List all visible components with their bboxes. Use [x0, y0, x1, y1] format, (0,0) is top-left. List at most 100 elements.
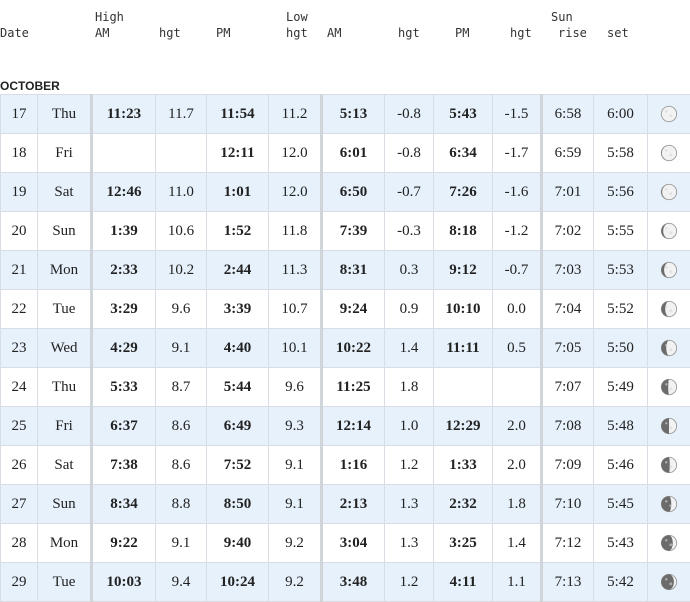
- high-pm-height-cell: 10.7: [269, 290, 322, 329]
- high-am-height-cell: 8.7: [156, 368, 207, 407]
- high-pm-height-cell: 9.2: [269, 524, 322, 563]
- low-am-height-cell: 1.3: [385, 524, 434, 563]
- high-am-time-cell: 12:46: [92, 173, 156, 212]
- low-pm-height-cell: 0.5: [493, 329, 542, 368]
- high-pm-time-cell: 9:40: [207, 524, 269, 563]
- high-pm-time-cell: 11:54: [207, 95, 269, 134]
- high-am-time-cell: 8:34: [92, 485, 156, 524]
- high-am-time-cell: 4:29: [92, 329, 156, 368]
- moon-phase-icon: [660, 222, 678, 240]
- moon-phase-icon: [660, 417, 678, 435]
- high-am-time-cell: 10:03: [92, 563, 156, 602]
- moon-cell: [648, 368, 690, 407]
- weekday-cell: Mon: [38, 524, 92, 563]
- low-pm-height-cell: -1.5: [493, 95, 542, 134]
- sunrise-cell: 7:10: [542, 485, 594, 524]
- header-low-pm-hgt: hgt: [510, 26, 532, 40]
- sunrise-cell: 7:07: [542, 368, 594, 407]
- low-am-time-cell: 8:31: [322, 251, 385, 290]
- high-pm-time-cell: 2:44: [207, 251, 269, 290]
- low-pm-height-cell: -1.6: [493, 173, 542, 212]
- low-pm-time-cell: 8:18: [434, 212, 493, 251]
- day-cell: 24: [1, 368, 38, 407]
- high-am-time-cell: 6:37: [92, 407, 156, 446]
- low-pm-time-cell: 3:25: [434, 524, 493, 563]
- day-cell: 22: [1, 290, 38, 329]
- sunrise-cell: 7:03: [542, 251, 594, 290]
- high-pm-time-cell: 5:44: [207, 368, 269, 407]
- moon-cell: [648, 485, 690, 524]
- moon-cell: [648, 173, 690, 212]
- day-cell: 17: [1, 95, 38, 134]
- low-pm-time-cell: 6:34: [434, 134, 493, 173]
- sunset-cell: 5:56: [594, 173, 648, 212]
- high-am-time-cell: 7:38: [92, 446, 156, 485]
- low-pm-height-cell: 2.0: [493, 446, 542, 485]
- sunset-cell: 5:46: [594, 446, 648, 485]
- low-am-height-cell: 1.3: [385, 485, 434, 524]
- low-pm-time-cell: [434, 368, 493, 407]
- sunset-cell: 5:53: [594, 251, 648, 290]
- low-am-height-cell: 0.9: [385, 290, 434, 329]
- high-am-time-cell: 1:39: [92, 212, 156, 251]
- high-pm-height-cell: 11.2: [269, 95, 322, 134]
- sunset-cell: 5:50: [594, 329, 648, 368]
- sunset-cell: 5:43: [594, 524, 648, 563]
- month-label: OCTOBER: [0, 79, 60, 93]
- high-pm-height-cell: 9.1: [269, 446, 322, 485]
- low-am-time-cell: 3:48: [322, 563, 385, 602]
- low-am-height-cell: 1.8: [385, 368, 434, 407]
- low-am-height-cell: -0.8: [385, 95, 434, 134]
- day-cell: 26: [1, 446, 38, 485]
- day-cell: 21: [1, 251, 38, 290]
- low-pm-height-cell: 2.0: [493, 407, 542, 446]
- sunset-cell: 5:49: [594, 368, 648, 407]
- high-pm-height-cell: 9.3: [269, 407, 322, 446]
- high-am-height-cell: 10.6: [156, 212, 207, 251]
- sunset-cell: 5:48: [594, 407, 648, 446]
- moon-phase-icon: [660, 456, 678, 474]
- low-pm-height-cell: 1.8: [493, 485, 542, 524]
- sunset-cell: 5:42: [594, 563, 648, 602]
- high-pm-time-cell: 6:49: [207, 407, 269, 446]
- weekday-cell: Sun: [38, 212, 92, 251]
- header-sun: Sun: [551, 10, 573, 24]
- weekday-cell: Sat: [38, 446, 92, 485]
- sunset-cell: 5:45: [594, 485, 648, 524]
- low-pm-time-cell: 2:32: [434, 485, 493, 524]
- low-pm-time-cell: 5:43: [434, 95, 493, 134]
- sunrise-cell: 6:59: [542, 134, 594, 173]
- low-pm-time-cell: 9:12: [434, 251, 493, 290]
- low-pm-time-cell: 7:26: [434, 173, 493, 212]
- high-pm-time-cell: 4:40: [207, 329, 269, 368]
- weekday-cell: Thu: [38, 95, 92, 134]
- moon-cell: [648, 407, 690, 446]
- high-am-height-cell: 9.6: [156, 290, 207, 329]
- high-am-height-cell: 11.0: [156, 173, 207, 212]
- moon-phase-icon: [660, 534, 678, 552]
- moon-cell: [648, 446, 690, 485]
- weekday-cell: Fri: [38, 134, 92, 173]
- sunrise-cell: 7:13: [542, 563, 594, 602]
- low-am-time-cell: 12:14: [322, 407, 385, 446]
- sunrise-cell: 7:08: [542, 407, 594, 446]
- header-low-am: AM: [327, 26, 341, 40]
- high-am-height-cell: 10.2: [156, 251, 207, 290]
- day-cell: 27: [1, 485, 38, 524]
- weekday-cell: Fri: [38, 407, 92, 446]
- low-am-time-cell: 2:13: [322, 485, 385, 524]
- high-am-height-cell: 9.4: [156, 563, 207, 602]
- low-pm-height-cell: -1.2: [493, 212, 542, 251]
- high-pm-height-cell: 9.1: [269, 485, 322, 524]
- low-pm-time-cell: 11:11: [434, 329, 493, 368]
- high-am-height-cell: 8.6: [156, 407, 207, 446]
- low-pm-height-cell: -0.7: [493, 251, 542, 290]
- low-pm-height-cell: [493, 368, 542, 407]
- moon-cell: [648, 134, 690, 173]
- high-pm-height-cell: 11.8: [269, 212, 322, 251]
